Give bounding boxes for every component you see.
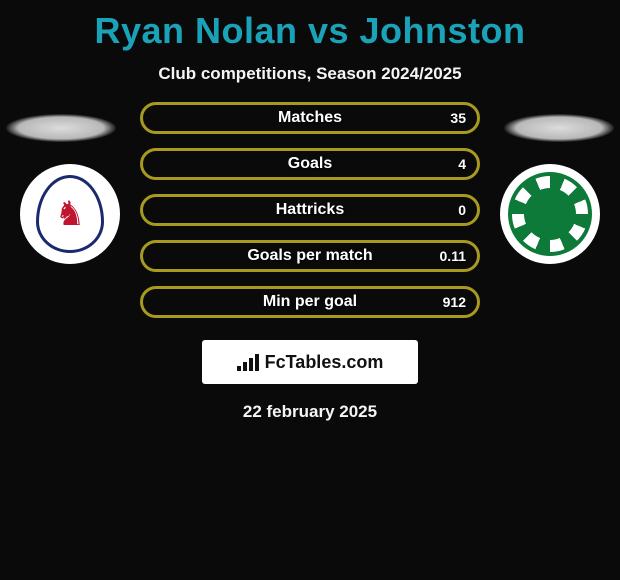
subtitle: Club competitions, Season 2024/2025 [0, 64, 620, 84]
stat-bar: Hattricks 0 [140, 194, 480, 226]
stat-label: Goals per match [247, 247, 372, 265]
stat-bar: Goals 4 [140, 148, 480, 180]
brand-text: FcTables.com [265, 352, 384, 373]
brand-badge: FcTables.com [202, 340, 418, 384]
stat-value-right: 35 [450, 110, 466, 126]
stat-value-right: 912 [443, 294, 466, 310]
club-badge-left: ♞ [20, 164, 120, 264]
comparison-arena: ♞ Matches 35 Goals 4 Hattricks 0 Goals per mat… [0, 102, 620, 318]
stat-label: Hattricks [276, 201, 344, 219]
stat-value-right: 0.11 [440, 248, 466, 264]
stat-value-right: 0 [458, 202, 466, 218]
stat-value-right: 4 [458, 156, 466, 172]
player-left-shadow [6, 114, 116, 142]
player-right-shadow [504, 114, 614, 142]
lion-crest-icon: ♞ [36, 175, 104, 253]
stat-label: Matches [278, 109, 342, 127]
stat-bars: Matches 35 Goals 4 Hattricks 0 Goals per match… [140, 102, 480, 318]
stat-label: Goals [288, 155, 332, 173]
stat-bar: Matches 35 [140, 102, 480, 134]
page-title: Ryan Nolan vs Johnston [0, 0, 620, 52]
club-badge-right [500, 164, 600, 264]
stat-bar: Min per goal 912 [140, 286, 480, 318]
signal-icon [237, 353, 259, 371]
stat-label: Min per goal [263, 293, 357, 311]
footer-date: 22 february 2025 [0, 402, 620, 422]
celtic-crest-icon [508, 172, 592, 256]
stat-bar: Goals per match 0.11 [140, 240, 480, 272]
